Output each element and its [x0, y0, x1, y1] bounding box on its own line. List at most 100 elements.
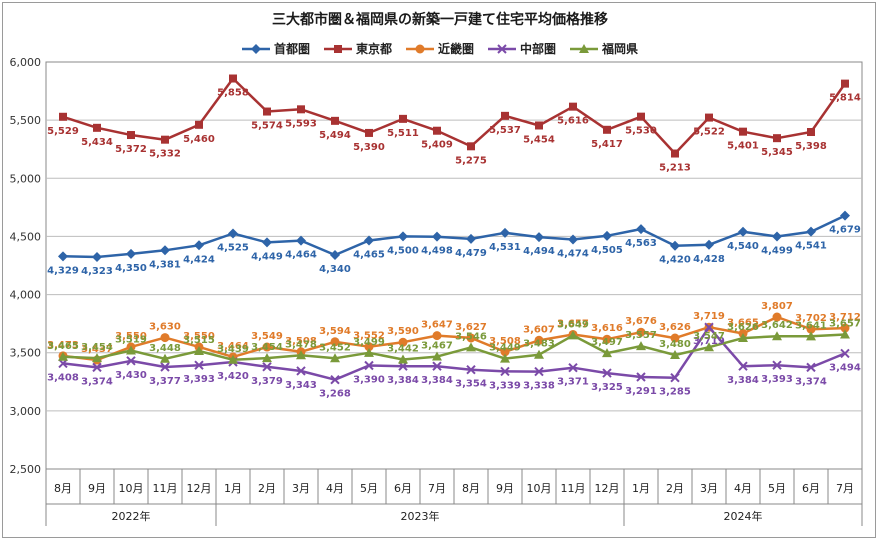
data-label-fukuoka: 3,546: [455, 331, 487, 342]
data-label-shutoken: 4,465: [353, 249, 385, 260]
series-line-tokyo: [62, 77, 847, 155]
data-label-fukuoka: 3,557: [625, 330, 657, 341]
x-tick-label: 2月: [666, 482, 684, 495]
year-label: 2022年: [112, 509, 151, 523]
data-label-chubu: 3,408: [47, 372, 79, 383]
data-label-chubu: 3,343: [285, 380, 317, 391]
data-point-chubu: [364, 360, 374, 371]
data-point-tokyo: [59, 112, 67, 121]
data-point-chubu: [772, 360, 782, 370]
data-label-tokyo: 5,372: [115, 144, 147, 155]
data-point-kinki: [466, 333, 476, 343]
series-chubu: [58, 322, 850, 385]
data-point-shutoken: [806, 226, 816, 237]
data-point-chubu: [432, 361, 442, 371]
data-label-chubu: 3,393: [761, 374, 793, 385]
data-point-shutoken: [330, 250, 340, 261]
data-label-chubu: 3,291: [625, 386, 657, 397]
x-tick-label: 7月: [836, 482, 854, 495]
data-label-shutoken: 4,540: [727, 241, 759, 252]
data-label-fukuoka: 3,483: [523, 339, 555, 350]
data-point-shutoken: [364, 235, 374, 246]
data-point-chubu: [160, 362, 170, 372]
x-tick-label: 10月: [527, 482, 552, 495]
data-label-fukuoka: 3,480: [659, 339, 691, 350]
data-point-fukuoka: [364, 347, 374, 357]
data-label-chubu: 3,379: [251, 376, 283, 387]
data-label-tokyo: 5,398: [795, 141, 827, 152]
legend-item-tokyo: 東京都: [323, 40, 392, 57]
data-label-shutoken: 4,323: [81, 266, 113, 277]
data-label-shutoken: 4,350: [115, 263, 147, 274]
x-tick-label: 4月: [734, 482, 752, 495]
data-point-fukuoka: [126, 345, 136, 355]
data-label-chubu: 3,393: [183, 374, 215, 385]
data-point-shutoken: [262, 237, 272, 248]
legend-marker-chubu: [497, 43, 507, 54]
data-point-chubu: [500, 366, 510, 377]
x-tick-label: 12月: [595, 482, 620, 495]
data-label-kinki: 3,665: [727, 318, 759, 329]
data-point-kinki: [670, 333, 680, 343]
data-label-chubu: 3,285: [659, 387, 691, 398]
data-label-kinki: 3,807: [761, 301, 793, 312]
data-point-tokyo: [637, 112, 645, 121]
data-label-fukuoka: 3,657: [829, 318, 861, 329]
data-point-shutoken: [160, 245, 170, 256]
data-point-tokyo: [127, 131, 135, 140]
data-label-fukuoka: 3,519: [115, 335, 147, 346]
data-label-fukuoka: 3,547: [693, 331, 725, 342]
data-label-chubu: 3,371: [557, 377, 589, 388]
data-label-kinki: 3,508: [285, 336, 317, 347]
data-label-tokyo: 5,390: [353, 142, 385, 153]
chart-title: 三大都市圏＆福岡県の新築一戸建て住宅平均価格推移: [272, 12, 608, 28]
data-label-fukuoka: 3,499: [353, 337, 385, 348]
data-label-fukuoka: 3,478: [285, 339, 317, 350]
data-label-shutoken: 4,420: [659, 255, 691, 266]
data-point-chubu: [534, 366, 544, 377]
data-label-kinki: 3,594: [319, 326, 351, 337]
series-line-kinki: [62, 315, 846, 362]
legend-marker-shutoken: [250, 43, 261, 54]
data-point-shutoken: [772, 231, 782, 242]
data-label-fukuoka: 3,454: [251, 342, 283, 353]
series-line-chubu: [62, 325, 846, 381]
x-tick-label: 11月: [153, 482, 178, 495]
data-label-fukuoka: 3,448: [149, 343, 181, 354]
data-label-kinki: 3,473: [47, 340, 79, 351]
data-label-fukuoka: 3,452: [319, 342, 351, 353]
data-label-chubu: 3,339: [489, 380, 521, 391]
data-point-chubu: [568, 363, 578, 373]
data-point-tokyo: [739, 127, 747, 136]
x-tick-label: 1月: [224, 482, 242, 495]
data-point-fukuoka: [670, 350, 680, 360]
data-point-fukuoka: [330, 353, 340, 363]
data-label-shutoken: 4,531: [489, 242, 521, 253]
data-label-tokyo: 5,511: [387, 128, 419, 139]
data-label-tokyo: 5,401: [727, 141, 759, 152]
data-label-chubu: 3,377: [149, 376, 181, 387]
legend-marker-tokyo: [333, 44, 342, 53]
data-point-fukuoka: [738, 333, 748, 343]
data-label-chubu: 3,430: [115, 370, 147, 381]
data-label-shutoken: 4,679: [829, 225, 861, 236]
data-point-fukuoka: [840, 329, 850, 339]
data-point-kinki: [364, 342, 374, 352]
data-point-kinki: [772, 312, 782, 322]
data-label-tokyo: 5,460: [183, 134, 215, 145]
data-point-chubu: [262, 362, 272, 372]
data-point-shutoken: [670, 240, 680, 251]
data-point-fukuoka: [160, 353, 170, 363]
data-point-shutoken: [500, 227, 510, 238]
legend-item-chubu: 中部圏: [488, 40, 556, 57]
data-point-fukuoka: [500, 353, 510, 363]
data-point-tokyo: [433, 126, 441, 135]
legend-swatch-fukuoka: [570, 43, 599, 53]
data-point-fukuoka: [398, 354, 408, 364]
data-label-kinki: 3,607: [523, 324, 555, 335]
data-point-tokyo: [773, 134, 781, 143]
data-label-chubu: 3,384: [421, 375, 453, 386]
data-point-tokyo: [603, 125, 611, 134]
legend-marker-fukuoka: [579, 43, 590, 53]
data-point-chubu: [126, 356, 136, 366]
